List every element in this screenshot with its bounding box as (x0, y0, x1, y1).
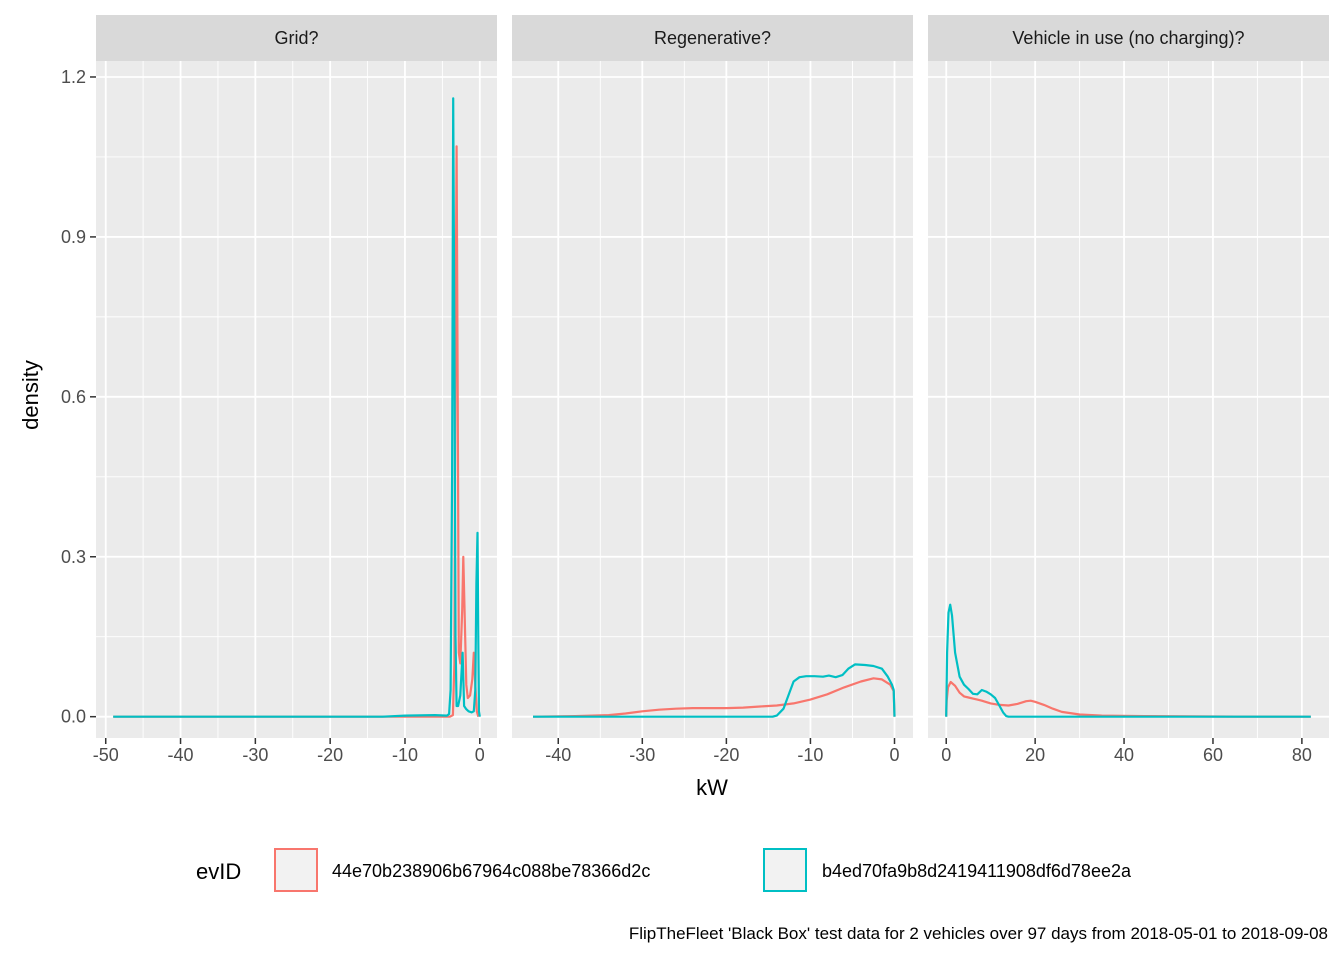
x-tick-label: -20 (317, 745, 343, 765)
x-tick-label: 40 (1114, 745, 1134, 765)
y-axis-title: density (18, 360, 43, 430)
strip-0 (96, 15, 497, 61)
panel-bg-0 (96, 61, 497, 738)
strip-1 (512, 15, 913, 61)
y-tick-label: 0.0 (61, 707, 86, 727)
x-tick-label: -10 (392, 745, 418, 765)
strip-label-2: Vehicle in use (no charging)? (1012, 28, 1244, 48)
density-line-1-1 (533, 663, 896, 718)
legend-item-0: 44e70b238906b67964c088be78366d2c (274, 848, 650, 892)
x-tick-label: -40 (168, 745, 194, 765)
y-tick-label: 0.9 (61, 227, 86, 247)
x-tick-label: -40 (545, 745, 571, 765)
strip-label-0: Grid? (274, 28, 318, 48)
panel-2: Vehicle in use (no charging)? 0 20 40 60 80 (928, 15, 1329, 765)
x-tick-label: 60 (1203, 745, 1223, 765)
x-tick-label: 80 (1292, 745, 1312, 765)
legend-label-0: 44e70b238906b67964c088be78366d2c (332, 861, 650, 881)
legend-key-0 (274, 848, 318, 892)
panel-0: Grid? -50 -40 -30 -20 -10 0 (93, 15, 497, 765)
y-tick-label: 0.6 (61, 387, 86, 407)
panel-bg-2 (928, 61, 1329, 738)
strip-label-1: Regenerative? (654, 28, 771, 48)
panel-1: Regenerative? -40 -30 -20 -10 0 (512, 15, 913, 765)
x-tick-label: -30 (629, 745, 655, 765)
caption: FlipTheFleet 'Black Box' test data for 2… (629, 924, 1328, 943)
x-tick-label: 0 (941, 745, 951, 765)
x-axis-title: kW (696, 775, 728, 800)
legend-label-1: b4ed70fa9b8d2419411908df6d78ee2a (822, 861, 1132, 881)
x-tick-label: -20 (713, 745, 739, 765)
x-tick-label: -50 (93, 745, 119, 765)
density-line-2-1 (945, 603, 1311, 718)
x-tick-label: -30 (242, 745, 268, 765)
legend-item-1: b4ed70fa9b8d2419411908df6d78ee2a (763, 848, 1132, 892)
strip-2 (928, 15, 1329, 61)
density-line-0-1 (113, 97, 481, 718)
legend-key-1 (763, 848, 807, 892)
legend: evID 44e70b238906b67964c088be78366d2c b4… (196, 848, 1132, 892)
density-line-2-0 (945, 680, 1311, 718)
x-tick-label: 0 (889, 745, 899, 765)
x-tick-label: 20 (1025, 745, 1045, 765)
y-tick-label: 1.2 (61, 67, 86, 87)
y-tick-label: 0.3 (61, 547, 86, 567)
panel-bg-1 (512, 61, 913, 738)
density-line-1-0 (532, 677, 896, 718)
x-tick-label: 0 (475, 745, 485, 765)
y-axis: 0.0 0.3 0.6 0.9 1.2 (61, 67, 96, 727)
x-tick-label: -10 (797, 745, 823, 765)
legend-title: evID (196, 859, 241, 884)
facet-panels: Grid? -50 -40 -30 -20 -10 0 Regenerative? -40 -30… (93, 15, 1329, 765)
